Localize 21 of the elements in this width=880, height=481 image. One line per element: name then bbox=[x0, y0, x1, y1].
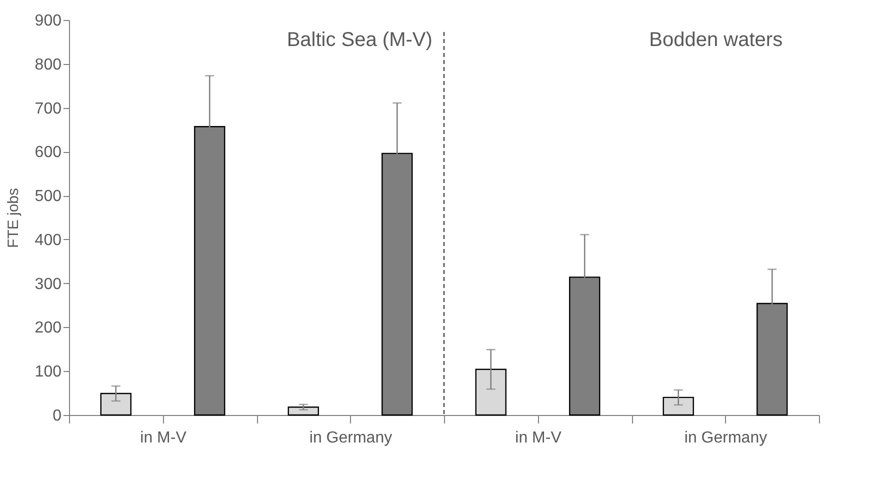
y-axis-title: FTE jobs bbox=[4, 188, 22, 248]
y-tick-label: 200 bbox=[34, 320, 62, 337]
x-tick-label: in Germany bbox=[309, 430, 392, 446]
y-tick-label: 100 bbox=[34, 364, 62, 381]
y-tick-label: 500 bbox=[34, 188, 62, 206]
bar bbox=[100, 392, 132, 416]
bar bbox=[475, 368, 506, 416]
annotation: Baltic Sea (M-V) bbox=[286, 29, 432, 51]
bar bbox=[288, 406, 319, 416]
x-tick-label: in Germany bbox=[684, 430, 768, 446]
y-tick-label: 700 bbox=[34, 100, 62, 118]
y-tick-label: 400 bbox=[34, 232, 62, 249]
x-tick-label: in M-V bbox=[140, 430, 187, 446]
y-tick-label: 0 bbox=[52, 408, 62, 424]
annotation: Bodden waters bbox=[649, 29, 783, 51]
y-tick-label: 600 bbox=[34, 144, 62, 162]
x-tick-label: in M-V bbox=[515, 430, 562, 446]
bar bbox=[662, 396, 694, 416]
y-tick-label: 300 bbox=[34, 276, 62, 293]
y-tick-label: 800 bbox=[34, 56, 62, 74]
y-tick-label: 900 bbox=[34, 12, 62, 30]
